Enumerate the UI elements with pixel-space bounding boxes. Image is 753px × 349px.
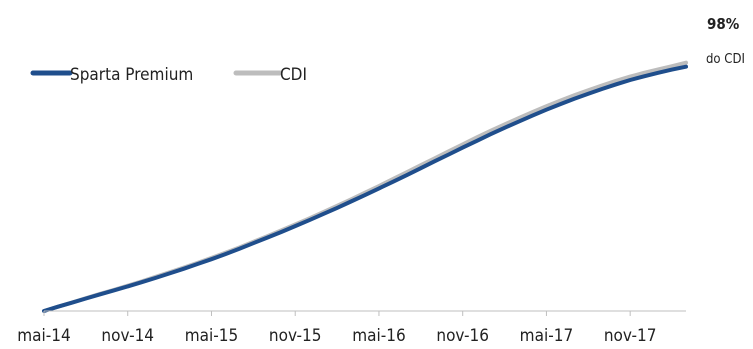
x-tick-label: nov-14 — [101, 326, 154, 346]
x-axis-ticks: mai-14 nov-14 mai-15 nov-15 mai-16 nov-16 mai-… — [17, 311, 656, 346]
legend-label-sparta-premium: Sparta Premium — [70, 65, 193, 85]
series-layer — [42, 60, 688, 313]
series-line-cdi — [42, 60, 688, 313]
legend: Sparta Premium CDI — [30, 65, 307, 85]
x-tick-label: nov-16 — [436, 326, 489, 346]
x-tick-label: nov-17 — [604, 326, 657, 346]
x-tick-label: mai-14 — [17, 326, 71, 346]
series-line-sparta-premium — [42, 64, 688, 313]
x-tick-label: mai-16 — [352, 326, 406, 346]
legend-label-cdi: CDI — [280, 65, 307, 85]
x-tick-label: nov-15 — [269, 326, 322, 346]
x-tick-label: mai-17 — [520, 326, 574, 346]
x-tick-label: mai-15 — [185, 326, 239, 346]
annotation-sub-label: do CDI — [706, 52, 745, 67]
annotation-value-label: 98% — [707, 15, 740, 33]
